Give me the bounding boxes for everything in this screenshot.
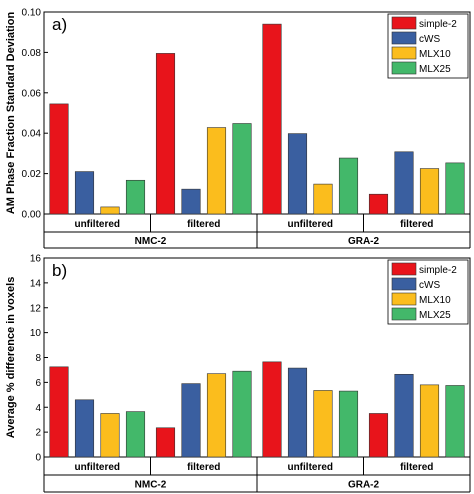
legend-swatch — [391, 16, 417, 30]
group-label: GRA-2 — [348, 480, 380, 491]
bar-mlx25 — [338, 390, 359, 458]
y-axis-label: AM Phase Fraction Standard Deviation — [5, 12, 17, 215]
bar-mlx10 — [100, 413, 120, 458]
bar-cws — [394, 151, 414, 215]
bar-mlx25 — [125, 179, 146, 215]
bar-mlx10 — [419, 384, 440, 458]
legend-swatch — [391, 61, 417, 75]
category-label: filtered — [187, 219, 220, 230]
legend-label: cWS — [419, 280, 440, 291]
legend-label: MLX10 — [419, 49, 451, 60]
panel-label: b) — [52, 261, 67, 280]
bar-mlx10 — [313, 183, 333, 215]
bar-cws — [74, 171, 95, 215]
y-tick-label: 12 — [30, 303, 42, 314]
bar-mlx25 — [445, 385, 465, 458]
y-tick-label: 0.10 — [22, 8, 42, 19]
bar-cws — [287, 367, 308, 458]
y-tick-label: 10 — [30, 328, 42, 339]
y-tick-label: 0.02 — [22, 169, 42, 180]
category-label: unfiltered — [74, 219, 120, 230]
bar-mlx10 — [419, 168, 440, 215]
legend-label: simple-2 — [419, 19, 457, 30]
bar-mlx25 — [338, 157, 359, 215]
bar-mlx10 — [100, 206, 120, 215]
bar-cws — [181, 383, 201, 458]
y-tick-label: 16 — [30, 254, 42, 265]
bar-cws — [74, 399, 95, 458]
category-label: unfiltered — [287, 462, 333, 473]
legend-label: simple-2 — [419, 265, 457, 276]
legend-swatch — [391, 292, 417, 306]
y-tick-label: 0.08 — [22, 48, 42, 59]
legend-swatch — [391, 46, 417, 60]
y-tick-label: 2 — [35, 428, 41, 439]
category-label: unfiltered — [287, 219, 333, 230]
bar-mlx10 — [206, 127, 227, 215]
y-tick-label: 0.04 — [22, 129, 42, 140]
y-tick-label: 6 — [35, 378, 41, 389]
category-label: filtered — [187, 462, 220, 473]
panel-label: a) — [52, 15, 67, 34]
legend-swatch — [391, 277, 417, 291]
bar-simple-2 — [262, 361, 282, 458]
category-label: unfiltered — [74, 462, 120, 473]
bar-mlx10 — [206, 373, 227, 458]
group-label: NMC-2 — [135, 236, 167, 247]
y-tick-label: 0.00 — [22, 210, 42, 221]
y-tick-label: 14 — [30, 278, 42, 289]
y-tick-label: 8 — [35, 353, 41, 364]
bar-simple-2 — [155, 427, 176, 458]
legend-swatch — [391, 262, 417, 276]
legend-label: MLX25 — [419, 310, 451, 321]
y-axis-label: Average % difference in voxels — [5, 277, 17, 439]
bar-simple-2 — [262, 23, 282, 215]
legend-label: MLX10 — [419, 295, 451, 306]
bar-mlx25 — [232, 370, 252, 458]
y-tick-label: 0 — [35, 453, 41, 464]
bar-cws — [287, 133, 308, 215]
bar-simple-2 — [155, 53, 176, 215]
group-label: NMC-2 — [135, 480, 167, 491]
bar-simple-2 — [49, 103, 69, 215]
group-label: GRA-2 — [348, 236, 380, 247]
legend-swatch — [391, 31, 417, 45]
bar-cws — [181, 188, 201, 215]
legend-swatch — [391, 307, 417, 321]
bar-cws — [394, 373, 414, 458]
bar-mlx10 — [313, 390, 333, 458]
bar-simple-2 — [49, 366, 69, 458]
y-tick-label: 4 — [35, 403, 41, 414]
bar-simple-2 — [368, 413, 389, 458]
bar-mlx25 — [232, 123, 252, 215]
legend-label: cWS — [419, 34, 440, 45]
category-label: filtered — [400, 219, 433, 230]
bar-simple-2 — [368, 193, 389, 215]
legend-label: MLX25 — [419, 64, 451, 75]
bar-mlx25 — [445, 162, 465, 215]
y-tick-label: 0.06 — [22, 88, 42, 99]
bar-mlx25 — [125, 411, 146, 458]
category-label: filtered — [400, 462, 433, 473]
